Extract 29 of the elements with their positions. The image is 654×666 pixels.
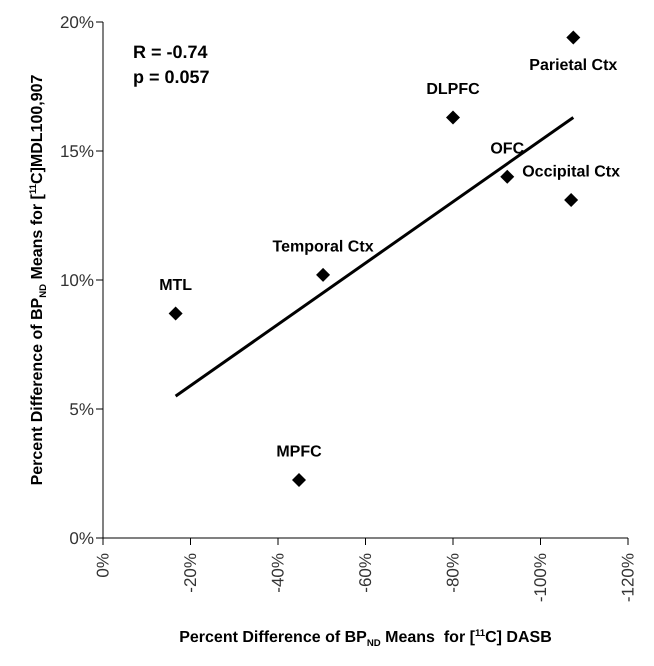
x-tick-label: 0%: [94, 553, 112, 578]
x-tick-label: -60%: [356, 553, 375, 593]
x-tick-label: -80%: [444, 553, 462, 593]
point: [566, 30, 580, 44]
y-tick-label: 20%: [60, 13, 94, 32]
y-tick-label: 5%: [69, 400, 94, 420]
point: [168, 306, 183, 321]
point: [446, 110, 460, 124]
point: [564, 193, 578, 208]
point: [500, 170, 514, 184]
y-tick-label: 0%: [69, 529, 94, 548]
point: [292, 472, 306, 487]
x-tick-label: -120%: [618, 553, 638, 602]
x-axis-title: Percent Difference of BP$_{ND}$ Means for [$^{11}$C] DASB: [179, 628, 552, 649]
annotation: Temporal Ctx: [272, 238, 374, 256]
y-tick-label: 10%: [60, 271, 94, 290]
annotation: R = -0.74: [133, 42, 208, 62]
x-tick-label: -100%: [531, 553, 550, 602]
annotation: DLPFC: [426, 80, 480, 98]
x-tick-label: -40%: [268, 553, 288, 593]
annotation: OFC: [490, 140, 525, 158]
annotation: Occipital Ctx: [522, 164, 620, 181]
annotation: p = 0.057: [133, 67, 210, 87]
annotation: MPFC: [276, 443, 322, 460]
point: [316, 268, 330, 282]
x-tick-label: -20%: [181, 553, 200, 593]
annotation: MTL: [159, 277, 192, 294]
annotation: Parietal Ctx: [529, 56, 618, 74]
y-tick-label: 15%: [60, 142, 94, 162]
